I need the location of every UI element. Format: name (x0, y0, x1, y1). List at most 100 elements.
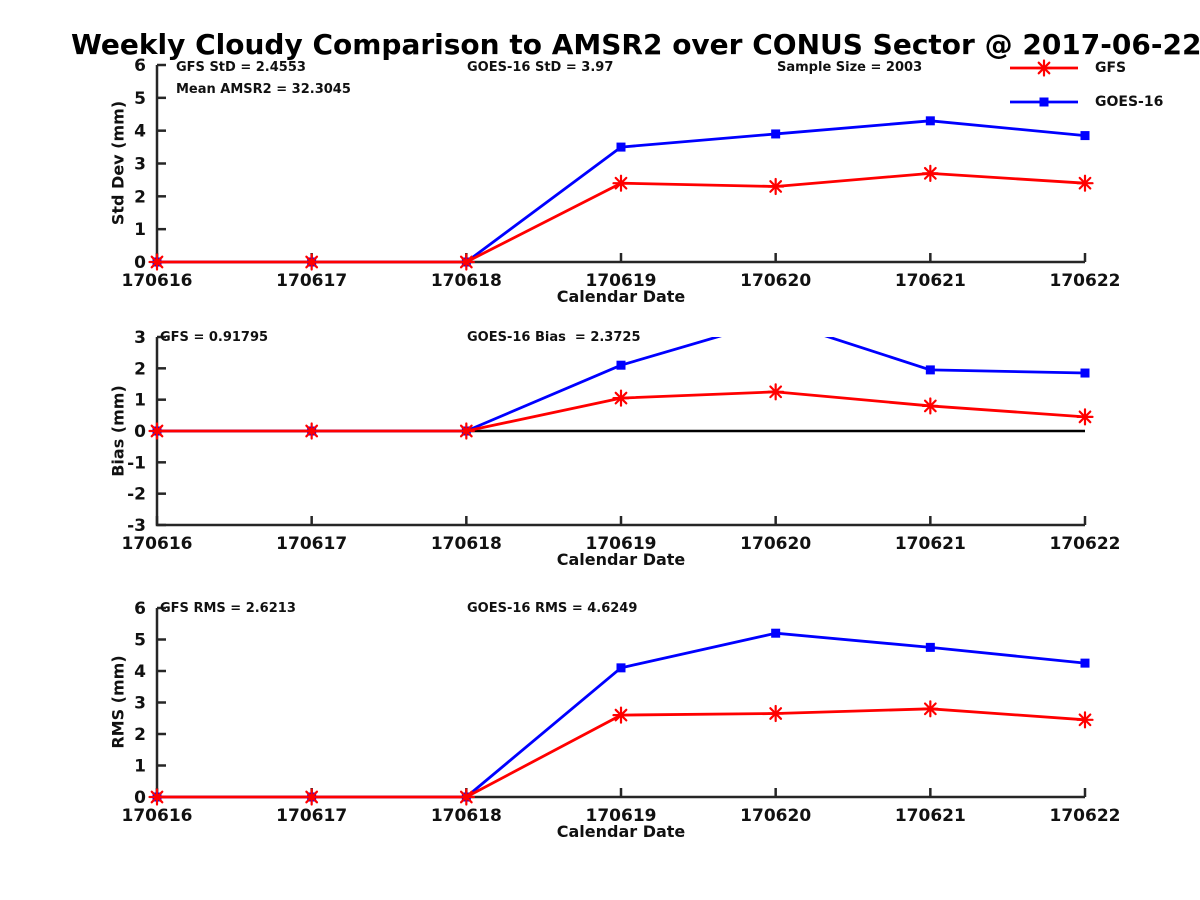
y-tick-label: 0 (134, 788, 146, 808)
gfs-marker (1076, 174, 1094, 192)
annotation-gfs-rms: GFS RMS = 2.6213 (160, 601, 296, 616)
x-tick-label: 170619 (586, 806, 657, 826)
y-tick-label: 1 (134, 391, 146, 411)
x-tick-label: 170618 (431, 534, 502, 554)
gfs-marker (612, 389, 630, 407)
gfs-marker (303, 422, 321, 440)
gfs-marker (767, 383, 785, 401)
x-tick-label: 170619 (586, 271, 657, 291)
x-tick-label: 170616 (122, 271, 193, 291)
rms-plot: 0 1 2 3 4 5 6 170616 170617 170618 170619 170620 170… (122, 599, 1121, 826)
y-tick-label: 3 (134, 328, 146, 348)
legend-marker (1035, 59, 1053, 77)
y-tick-label: 3 (134, 155, 146, 175)
annotation-goes16-std: GOES-16 StD = 3.97 (467, 60, 614, 75)
gfs-marker (457, 253, 475, 271)
legend-label-goes16: GOES-16 (1095, 94, 1164, 110)
gfs-marker (457, 788, 475, 806)
bias-y-axis-label: Bias (mm) (108, 385, 128, 477)
x-tick-label: 170619 (586, 534, 657, 554)
x-tick-label: 170618 (431, 806, 502, 826)
rms-y-axis-label: RMS (mm) (108, 655, 128, 749)
y-tick-label: 2 (134, 359, 146, 379)
gfs-marker (921, 700, 939, 718)
y-tick-label: -1 (127, 453, 146, 473)
x-tick-label: 170622 (1050, 806, 1121, 826)
gfs-marker (612, 706, 630, 724)
goes16-line-swatch (1010, 97, 1078, 107)
gfs-marker (303, 253, 321, 271)
std-dev-plot: 0 1 2 3 4 5 6 170616 170617 170618 170619 170620 170… (122, 56, 1121, 291)
x-tick-label: 170616 (122, 534, 193, 554)
x-tick-label: 170617 (276, 806, 347, 826)
gfs-marker (1076, 711, 1094, 729)
gfs-marker (921, 397, 939, 415)
y-tick-label: 2 (134, 725, 146, 745)
y-tick-label: 5 (134, 89, 146, 109)
y-tick-label: 2 (134, 187, 146, 207)
goes-16-marker (616, 663, 626, 673)
gfs-marker (1076, 408, 1094, 426)
stddev-y-axis-label: Std Dev (mm) (108, 100, 128, 226)
rms-x-axis-label: Calendar Date (556, 822, 686, 841)
y-tick-label: 3 (134, 694, 146, 714)
y-tick-label: 5 (134, 631, 146, 651)
x-tick-label: 170622 (1050, 534, 1121, 554)
legend-item-goes16: GOES-16 (1008, 92, 1198, 112)
bias-plot: -3 -2 -1 0 1 2 3 170616 170617 170618 170619 170620… (122, 328, 1121, 554)
gfs-marker (148, 788, 166, 806)
annotation-mean-amsr2: Mean AMSR2 = 32.3045 (176, 82, 351, 97)
gfs-marker (148, 253, 166, 271)
annotation-goes16-bias: GOES-16 Bias = 2.3725 (467, 330, 641, 345)
annotation-goes16-rms: GOES-16 RMS = 4.6249 (467, 601, 638, 616)
goes-16-marker (1080, 658, 1090, 668)
bias-x-axis-label: Calendar Date (556, 550, 686, 569)
gfs-marker (303, 788, 321, 806)
goes-16-marker (771, 129, 781, 139)
x-tick-label: 170620 (740, 534, 811, 554)
annotation-sample-size: Sample Size = 2003 (777, 60, 923, 75)
goes-16-marker (616, 142, 626, 152)
y-tick-label: 0 (134, 422, 146, 442)
figure-title: Weekly Cloudy Comparison to AMSR2 over C… (71, 28, 1200, 61)
stddev-x-axis-label: Calendar Date (556, 287, 686, 306)
goes-16-marker (616, 360, 626, 370)
y-tick-label: 0 (134, 253, 146, 273)
goes-16-marker (925, 116, 935, 126)
legend-label-gfs: GFS (1095, 60, 1127, 76)
y-tick-label: 1 (134, 757, 146, 777)
y-tick-label: 6 (134, 599, 146, 619)
y-tick-label: 1 (134, 220, 146, 240)
gfs-line-swatch (1010, 59, 1078, 77)
gfs-marker (457, 422, 475, 440)
x-tick-label: 170616 (122, 806, 193, 826)
x-tick-label: 170620 (740, 806, 811, 826)
goes-16-marker (1080, 368, 1090, 378)
legend-item-gfs: GFS (1008, 58, 1198, 78)
y-tick-label: -2 (127, 485, 146, 505)
annotation-gfs-std: GFS StD = 2.4553 (176, 60, 306, 75)
gfs-marker (767, 177, 785, 196)
goes-16-marker (1080, 131, 1090, 141)
x-tick-label: 170617 (276, 534, 347, 554)
x-tick-label: 170621 (895, 534, 966, 554)
gfs-marker (148, 422, 166, 440)
y-tick-label: 6 (134, 56, 146, 76)
x-tick-label: 170621 (895, 271, 966, 291)
legend: GFS GOES-16 (1008, 58, 1198, 126)
gfs-marker (767, 704, 785, 723)
legend-marker (1039, 97, 1049, 107)
x-tick-label: 170621 (895, 806, 966, 826)
x-tick-label: 170617 (276, 271, 347, 291)
y-tick-label: 4 (134, 122, 146, 142)
goes-16-marker (925, 365, 935, 375)
y-tick-label: -3 (127, 516, 146, 536)
x-tick-label: 170620 (740, 271, 811, 291)
x-tick-label: 170618 (431, 271, 502, 291)
y-tick-label: 4 (134, 662, 146, 682)
gfs-marker (921, 164, 939, 182)
goes-16-marker (925, 642, 935, 652)
goes-16-marker (771, 628, 781, 638)
